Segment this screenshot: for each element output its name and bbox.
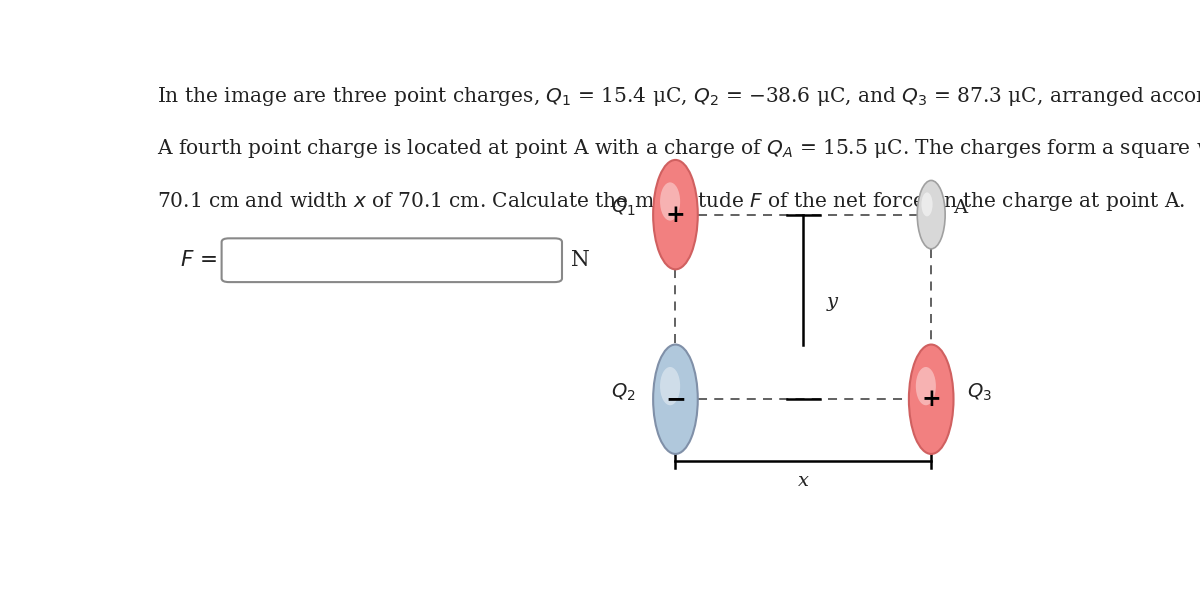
- Ellipse shape: [653, 345, 697, 454]
- Text: A: A: [954, 199, 967, 217]
- Text: $Q_3$: $Q_3$: [967, 382, 992, 403]
- Text: +: +: [666, 202, 685, 227]
- Ellipse shape: [660, 182, 680, 221]
- Text: $Q_2$: $Q_2$: [611, 382, 635, 403]
- Text: $F$ =: $F$ =: [180, 249, 217, 271]
- Ellipse shape: [653, 160, 697, 269]
- Text: +: +: [922, 387, 941, 411]
- Text: y: y: [827, 294, 838, 311]
- Text: $Q_1$: $Q_1$: [611, 197, 635, 218]
- Text: 70.1 cm and width $x$ of 70.1 cm. Calculate the magnitude $F$ of the net force o: 70.1 cm and width $x$ of 70.1 cm. Calcul…: [157, 189, 1186, 213]
- Ellipse shape: [922, 192, 932, 216]
- Text: In the image are three point charges, $Q_1$ = 15.4 μC, $Q_2$ = −38.6 μC, and $Q_: In the image are three point charges, $Q…: [157, 85, 1200, 108]
- Ellipse shape: [916, 367, 936, 406]
- Text: x: x: [798, 472, 809, 490]
- Text: N: N: [571, 249, 590, 271]
- Text: −: −: [665, 387, 686, 411]
- Text: A fourth point charge is located at point A with a charge of $Q_A$ = 15.5 μC. Th: A fourth point charge is located at poin…: [157, 137, 1200, 160]
- Ellipse shape: [660, 367, 680, 406]
- FancyBboxPatch shape: [222, 239, 562, 282]
- Ellipse shape: [917, 181, 946, 249]
- Ellipse shape: [908, 345, 954, 454]
